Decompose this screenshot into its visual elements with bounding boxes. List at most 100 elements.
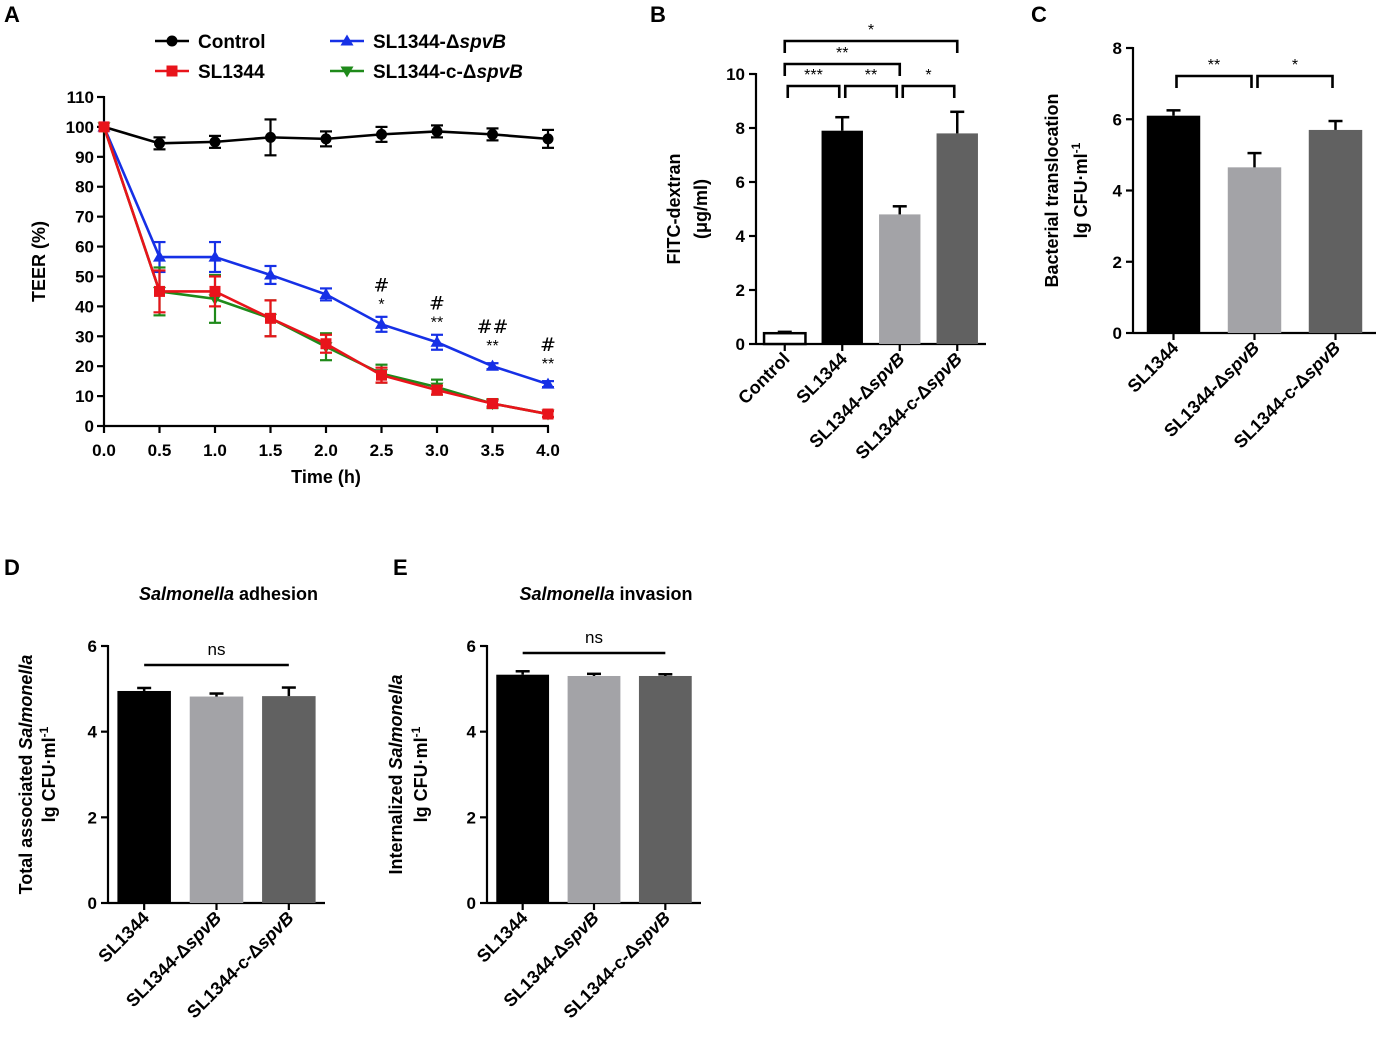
- significance-label: ***: [804, 67, 823, 84]
- data-point: [487, 398, 498, 410]
- y-axis-title: TEER (%): [29, 221, 49, 302]
- bar: [262, 696, 316, 903]
- bar: [1308, 129, 1363, 333]
- data-point: [154, 285, 165, 297]
- significance-label: *: [1292, 57, 1298, 74]
- significance-bracket: [901, 84, 956, 98]
- data-point: [153, 250, 166, 262]
- y-tick-label: 0: [1113, 324, 1122, 343]
- significance-stars: **: [486, 338, 498, 355]
- significance-bracket: [783, 62, 902, 76]
- significance-label: **: [836, 45, 848, 62]
- panel-letter-d: D: [4, 555, 20, 580]
- y-axis-title-line1: Total associated Salmonella: [16, 655, 36, 895]
- y-tick-label: 60: [75, 238, 94, 257]
- significance-bracket: [783, 39, 959, 53]
- y-tick-label: 0: [467, 894, 476, 913]
- x-tick-label: 3.5: [481, 441, 505, 460]
- x-category-label: Control: [734, 349, 793, 408]
- y-tick-label: 0: [88, 894, 97, 913]
- y-tick-label: 4: [467, 723, 477, 742]
- y-tick-label: 10: [726, 65, 745, 84]
- y-tick-label: 2: [467, 808, 476, 827]
- data-point: [264, 268, 277, 280]
- ns-label: ns: [208, 640, 226, 659]
- y-tick-label: 8: [1113, 39, 1122, 58]
- data-point: [542, 133, 554, 145]
- bar: [879, 214, 921, 344]
- x-tick-label: 3.0: [425, 441, 449, 460]
- bar: [567, 675, 621, 903]
- legend-label: SL1344-ΔspvB: [373, 32, 506, 53]
- data-point: [208, 250, 222, 262]
- data-point: [209, 136, 221, 148]
- series-spvB: [97, 120, 555, 389]
- data-point: [375, 317, 388, 329]
- y-tick-label: 6: [88, 637, 97, 656]
- x-category-label: SL1344: [94, 908, 153, 967]
- y-tick-label: 70: [75, 208, 94, 227]
- y-tick-label: 10: [75, 387, 94, 406]
- series-control: [98, 118, 554, 157]
- significance-stars: **: [542, 356, 554, 373]
- data-point: [154, 137, 165, 149]
- significance-label: **: [1208, 57, 1220, 74]
- chart-title: Salmonella invasion: [519, 584, 692, 604]
- y-axis-title-line2: lg CFU·ml-1: [409, 726, 431, 822]
- x-tick-label: 0.5: [148, 441, 172, 460]
- series-line: [102, 126, 549, 416]
- data-point: [98, 121, 110, 133]
- legend-marker: [166, 35, 178, 47]
- data-point: [265, 312, 276, 324]
- significance-bracket: [1256, 74, 1334, 88]
- data-point: [320, 133, 332, 145]
- y-axis-title-line2: lg CFU·ml-1: [1069, 142, 1091, 238]
- x-tick-label: 0.0: [92, 441, 116, 460]
- chart-salmonella-adhesion-bar: 0246SL1344SL1344-ΔspvBSL1344-c-ΔspvBnsSa…: [16, 584, 325, 1022]
- data-point: [541, 377, 555, 389]
- legend-entry-control: Control: [155, 32, 266, 53]
- significance-bracket: [786, 84, 841, 98]
- chart-teer-line: 0 10 20 30 40 50 60 70 80 90 100 110 0.0 0.5 1.0 1.5 2.0…: [29, 32, 560, 487]
- y-tick-label: 90: [75, 148, 94, 167]
- bar: [762, 331, 807, 346]
- x-tick-label: 4.0: [536, 441, 560, 460]
- data-point: [431, 125, 443, 137]
- chart-fitc-dextran-bar: 0246810ControlSL1344SL1344-ΔspvBSL1344-c…: [664, 22, 986, 463]
- y-tick-label: 30: [75, 327, 94, 346]
- x-tick-label: 2.5: [370, 441, 394, 460]
- x-tick-label: 2.0: [314, 441, 338, 460]
- panel-letter-a: A: [4, 2, 20, 27]
- y-tick-label: 2: [736, 281, 745, 300]
- data-point: [376, 128, 387, 140]
- panel-letter-c: C: [1031, 2, 1047, 27]
- series-comp: [97, 122, 555, 421]
- y-tick-label: 40: [75, 297, 94, 316]
- significance-hash: ##: [477, 316, 509, 338]
- legend-entry-comp: SL1344-c-ΔspvB: [330, 62, 523, 83]
- y-axis-title-line1: Internalized Salmonella: [386, 674, 406, 874]
- legend-label: Control: [198, 32, 266, 53]
- y-tick-label: 6: [736, 173, 745, 192]
- data-point: [265, 131, 276, 143]
- y-axis-title-line2: (μg/ml): [691, 179, 711, 239]
- legend-marker: [340, 34, 354, 46]
- significance-hash: #: [374, 274, 390, 296]
- y-axis-title-line1: FITC-dextran: [664, 153, 684, 264]
- bar: [189, 696, 244, 903]
- x-category-label: SL1344-c-ΔspvB: [852, 349, 967, 464]
- y-tick-label: 4: [1113, 182, 1123, 201]
- data-point: [376, 369, 387, 381]
- y-tick-label: 80: [75, 178, 94, 197]
- significance-bracket: [1175, 74, 1253, 88]
- x-tick-label: 1.5: [259, 441, 283, 460]
- data-point: [487, 128, 498, 140]
- bar: [496, 674, 550, 903]
- y-axis-title-line1: Bacterial translocation: [1042, 93, 1062, 287]
- y-tick-label: 50: [75, 267, 94, 286]
- y-axis-title-line2: lg CFU·ml-1: [37, 726, 59, 822]
- x-category-label: SL1344: [473, 908, 532, 967]
- bar: [821, 130, 863, 344]
